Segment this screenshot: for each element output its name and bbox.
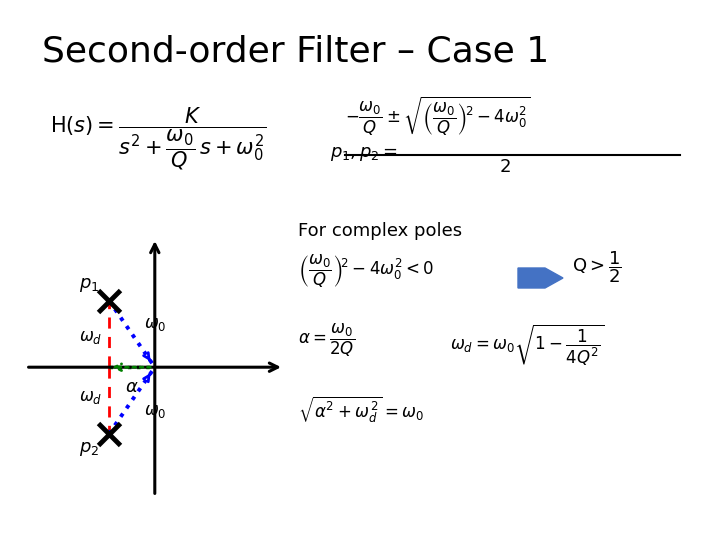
Text: $\mathrm{H}(s){=}\dfrac{K}{s^{2}+\dfrac{\omega_0}{Q}\,s+\omega_0^{2}}$: $\mathrm{H}(s){=}\dfrac{K}{s^{2}+\dfrac{… [50,105,266,172]
Text: $p_1$: $p_1$ [78,276,99,294]
Text: $2$: $2$ [499,158,511,176]
Text: $\omega_0$: $\omega_0$ [144,402,166,420]
Text: $\sqrt{\alpha^2+\omega_d^{\,2}}=\omega_0$: $\sqrt{\alpha^2+\omega_d^{\,2}}=\omega_0… [298,395,424,426]
Text: $p_2$: $p_2$ [78,441,99,458]
Text: $p_1,p_2=$: $p_1,p_2=$ [330,145,397,163]
Text: $\omega_d$: $\omega_d$ [79,388,102,406]
Text: $\omega_d=\omega_0\sqrt{1-\dfrac{1}{4Q^2}}$: $\omega_d=\omega_0\sqrt{1-\dfrac{1}{4Q^2… [450,322,605,368]
Text: $\mathrm{Q}>\dfrac{1}{2}$: $\mathrm{Q}>\dfrac{1}{2}$ [572,249,621,285]
Text: $\alpha$: $\alpha$ [125,378,139,396]
Text: $\omega_0$: $\omega_0$ [144,315,166,333]
Text: Second-order Filter – Case 1: Second-order Filter – Case 1 [42,35,549,69]
Text: For complex poles: For complex poles [298,222,462,240]
Text: $\left(\dfrac{\omega_0}{Q}\right)^{\!2}-4\omega_0^{2}<0$: $\left(\dfrac{\omega_0}{Q}\right)^{\!2}-… [298,253,434,290]
FancyArrow shape [518,268,563,288]
Text: $-\dfrac{\omega_0}{Q}\pm\sqrt{\left(\dfrac{\omega_0}{Q}\right)^{\!2}-4\omega_0^{: $-\dfrac{\omega_0}{Q}\pm\sqrt{\left(\dfr… [345,95,531,138]
Text: $\alpha=\dfrac{\omega_0}{2Q}$: $\alpha=\dfrac{\omega_0}{2Q}$ [298,322,355,359]
Text: $\omega_d$: $\omega_d$ [79,328,102,346]
